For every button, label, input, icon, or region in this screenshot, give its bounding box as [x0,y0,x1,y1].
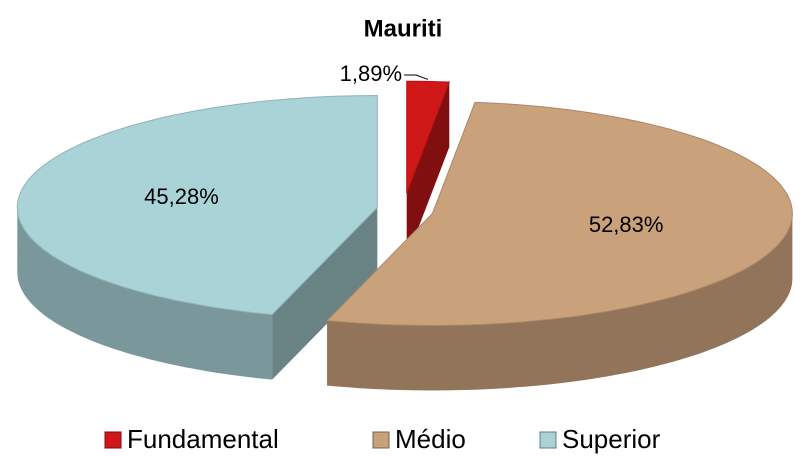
legend-label: Fundamental [127,424,279,454]
slice-side [17,207,273,380]
data-label: 45,28% [144,184,219,209]
slice-top [16,94,378,316]
legend-label: Superior [562,424,661,454]
slice-top [406,80,451,194]
pie-slice [16,94,378,380]
pie-slice [406,80,451,259]
pie-slice [326,101,793,391]
slice-cut-face [406,82,450,259]
chart-title: Mauriti [364,15,443,42]
slice-side [327,213,793,391]
legend-swatch [372,431,390,449]
legend-label: Médio [395,424,466,454]
legend-swatch [539,431,557,449]
slice-cut-face [272,207,378,380]
legend-swatch [104,431,122,449]
slice-top [326,101,793,327]
data-label: 52,83% [589,212,664,237]
data-label: 1,89% [340,61,402,86]
leader-line [404,74,429,80]
